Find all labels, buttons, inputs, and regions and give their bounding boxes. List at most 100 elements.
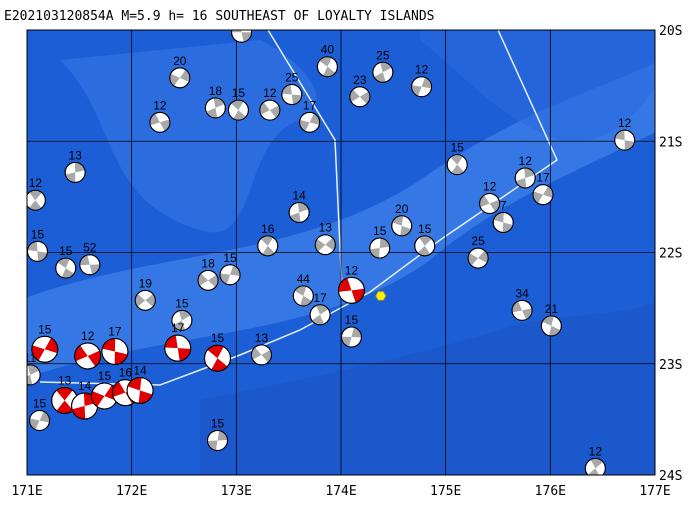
beachball — [197, 269, 219, 291]
beachball-quadrant — [241, 32, 252, 43]
depth-label: 13 — [68, 148, 82, 162]
beachball — [314, 234, 336, 256]
beachball-outline — [369, 237, 391, 259]
depth-label: 25 — [471, 234, 485, 248]
beachball — [219, 264, 241, 286]
beachball-quadrant — [71, 406, 86, 420]
beachball-outline — [101, 338, 129, 366]
beachball — [257, 235, 279, 257]
beachball-quadrant — [291, 94, 302, 105]
beachball — [292, 285, 314, 307]
beachball — [79, 254, 101, 276]
epicenter — [375, 291, 387, 301]
beachball — [299, 111, 321, 133]
beachball — [227, 99, 249, 121]
x-tick-label: 173E — [221, 484, 252, 499]
beachball-quadrant — [261, 350, 272, 363]
depth-label: 15 — [98, 369, 112, 383]
beachball-quadrant — [179, 69, 190, 82]
beachball — [126, 376, 154, 404]
beachball-quadrant — [208, 274, 219, 288]
depth-label: 15 — [38, 322, 52, 336]
depth-label: 21 — [545, 302, 559, 316]
depth-label: 40 — [321, 43, 335, 57]
beachball-quadrant — [230, 265, 241, 277]
beachball-quadrant — [351, 327, 362, 338]
depth-label: 20 — [395, 202, 409, 216]
beachball-outline — [227, 99, 249, 121]
beachball — [492, 211, 514, 233]
beachball-quadrant — [262, 245, 275, 256]
beachball-quadrant — [269, 105, 280, 118]
beachball-quadrant — [74, 162, 85, 173]
depth-label: 52 — [83, 241, 97, 255]
beachball-quadrant — [300, 295, 312, 306]
depth-label: 15 — [33, 396, 47, 410]
beachball-quadrant — [533, 191, 544, 204]
y-tick-label: 21S — [659, 135, 682, 150]
beachball-quadrant — [468, 253, 479, 266]
beachball-quadrant — [28, 200, 42, 211]
y-tick-label: 23S — [659, 358, 682, 373]
depth-label: 12 — [589, 444, 603, 458]
beachball-quadrant — [37, 251, 48, 262]
map-frame — [26, 29, 656, 476]
beachball-outline — [169, 67, 191, 89]
beachball — [27, 189, 46, 211]
beachball-quadrant — [207, 440, 218, 451]
beachball-quadrant — [624, 140, 635, 151]
depth-label: 15 — [31, 227, 45, 241]
beachball-quadrant — [57, 258, 70, 269]
beachball-quadrant — [392, 215, 404, 226]
beachball-outline — [29, 409, 51, 431]
beachball-quadrant — [231, 30, 242, 33]
depth-label: 13 — [319, 221, 333, 235]
beachball-outline — [511, 299, 533, 321]
beachball — [349, 86, 371, 108]
beachball-outline — [206, 430, 228, 452]
beachball-quadrant — [614, 130, 625, 141]
beachball-quadrant — [297, 202, 309, 213]
depth-label: 12 — [29, 176, 43, 190]
beachball — [74, 342, 102, 370]
beachball-quadrant — [587, 468, 599, 475]
beachball-quadrant — [91, 391, 105, 407]
beachball — [31, 335, 59, 363]
beachball — [584, 457, 606, 475]
beachball-outline — [540, 315, 562, 337]
beachball-quadrant — [65, 172, 76, 183]
beachball-quadrant — [74, 345, 88, 362]
beachball-quadrant — [89, 264, 100, 275]
beachball-quadrant — [169, 73, 180, 86]
beachball — [204, 97, 226, 119]
beachball-outline — [514, 167, 536, 189]
beachball-outline — [532, 184, 554, 206]
beachball-quadrant — [325, 237, 336, 251]
beachball-outline — [316, 56, 338, 78]
y-tick-label: 22S — [659, 247, 682, 262]
beachball-quadrant — [198, 273, 209, 286]
beachball-quadrant — [164, 335, 178, 349]
beachball-outline — [614, 129, 636, 151]
depth-label: 12 — [519, 154, 533, 168]
beachball-quadrant — [311, 314, 324, 325]
beachball-outline — [259, 99, 281, 121]
beachball — [316, 56, 338, 78]
beachball-quadrant — [44, 337, 58, 354]
beachball-quadrant — [590, 458, 604, 469]
beachball-quadrant — [359, 91, 370, 104]
beachball-outline — [467, 247, 489, 269]
beachball-quadrant — [294, 285, 307, 296]
beachball-quadrant — [173, 320, 185, 331]
beachball — [414, 235, 436, 257]
beachball-quadrant — [419, 235, 432, 246]
beachball — [55, 257, 77, 279]
beachball — [206, 430, 228, 452]
beachball-quadrant — [379, 238, 390, 249]
beachball-quadrant — [145, 294, 156, 307]
depth-label: 12 — [345, 263, 359, 277]
beachball-outline — [64, 161, 86, 183]
beachball — [27, 364, 41, 386]
beachball-quadrant — [56, 400, 74, 414]
beachball-quadrant — [114, 351, 128, 365]
